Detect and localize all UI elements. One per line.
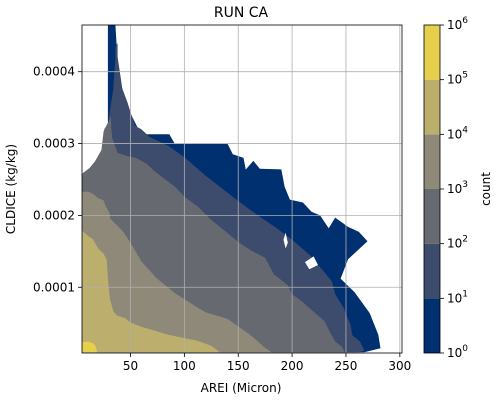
colorbar-segment-1 (424, 298, 440, 353)
contour-band-5 (82, 230, 220, 353)
contour-holes (243, 152, 318, 270)
no-data-gap-2 (283, 232, 288, 249)
contour-bands (82, 25, 381, 353)
plot-frame (81, 24, 403, 354)
y-tick-label: 0.0001 (33, 280, 75, 294)
no-data-gap-1 (243, 152, 254, 170)
x-axis: 50 100 150 200 250 300 (123, 353, 411, 373)
colorbar-tick-label: 102 (447, 235, 468, 251)
colorbar-tick-label: 101 (447, 289, 468, 305)
y-tick-label: 0.0004 (33, 65, 75, 79)
contour-band-6 (82, 341, 98, 353)
y-tick-label: 0.0003 (33, 137, 75, 151)
x-tick-label: 300 (388, 359, 411, 373)
colorbar-tick-label: 103 (447, 180, 468, 196)
x-tick-label: 100 (173, 359, 196, 373)
colorbar-segment-3 (424, 189, 440, 244)
no-data-gap-3 (305, 256, 318, 270)
grid (82, 25, 402, 353)
y-axis-label: CLDICE (kg/kg) (4, 144, 18, 234)
colorbar-segment-5 (424, 79, 440, 135)
x-tick-label: 250 (335, 359, 358, 373)
x-axis-label: AREI (Micron) (201, 381, 282, 395)
chart-title: RUN CA (214, 5, 269, 21)
x-tick-label: 50 (123, 359, 138, 373)
colorbar-segment-6 (424, 25, 440, 80)
colorbar-tick-label: 104 (447, 125, 468, 141)
colorbar-segment-2 (424, 243, 440, 299)
contour-band-4 (82, 191, 272, 353)
colorbar-tick-label: 100 (447, 344, 468, 360)
y-axis: 0.0001 0.0002 0.0003 0.0004 (33, 65, 82, 294)
colorbar: 100 101 102 103 104 105 106 (423, 16, 468, 360)
colorbar-tick-label: 106 (447, 16, 468, 32)
colorbar-tick-label: 105 (447, 71, 468, 87)
x-tick-label: 200 (281, 359, 304, 373)
colorbar-segment-4 (424, 134, 440, 189)
colorbar-label: count (479, 172, 493, 206)
x-tick-label: 150 (227, 359, 250, 373)
y-tick-label: 0.0002 (33, 208, 75, 222)
